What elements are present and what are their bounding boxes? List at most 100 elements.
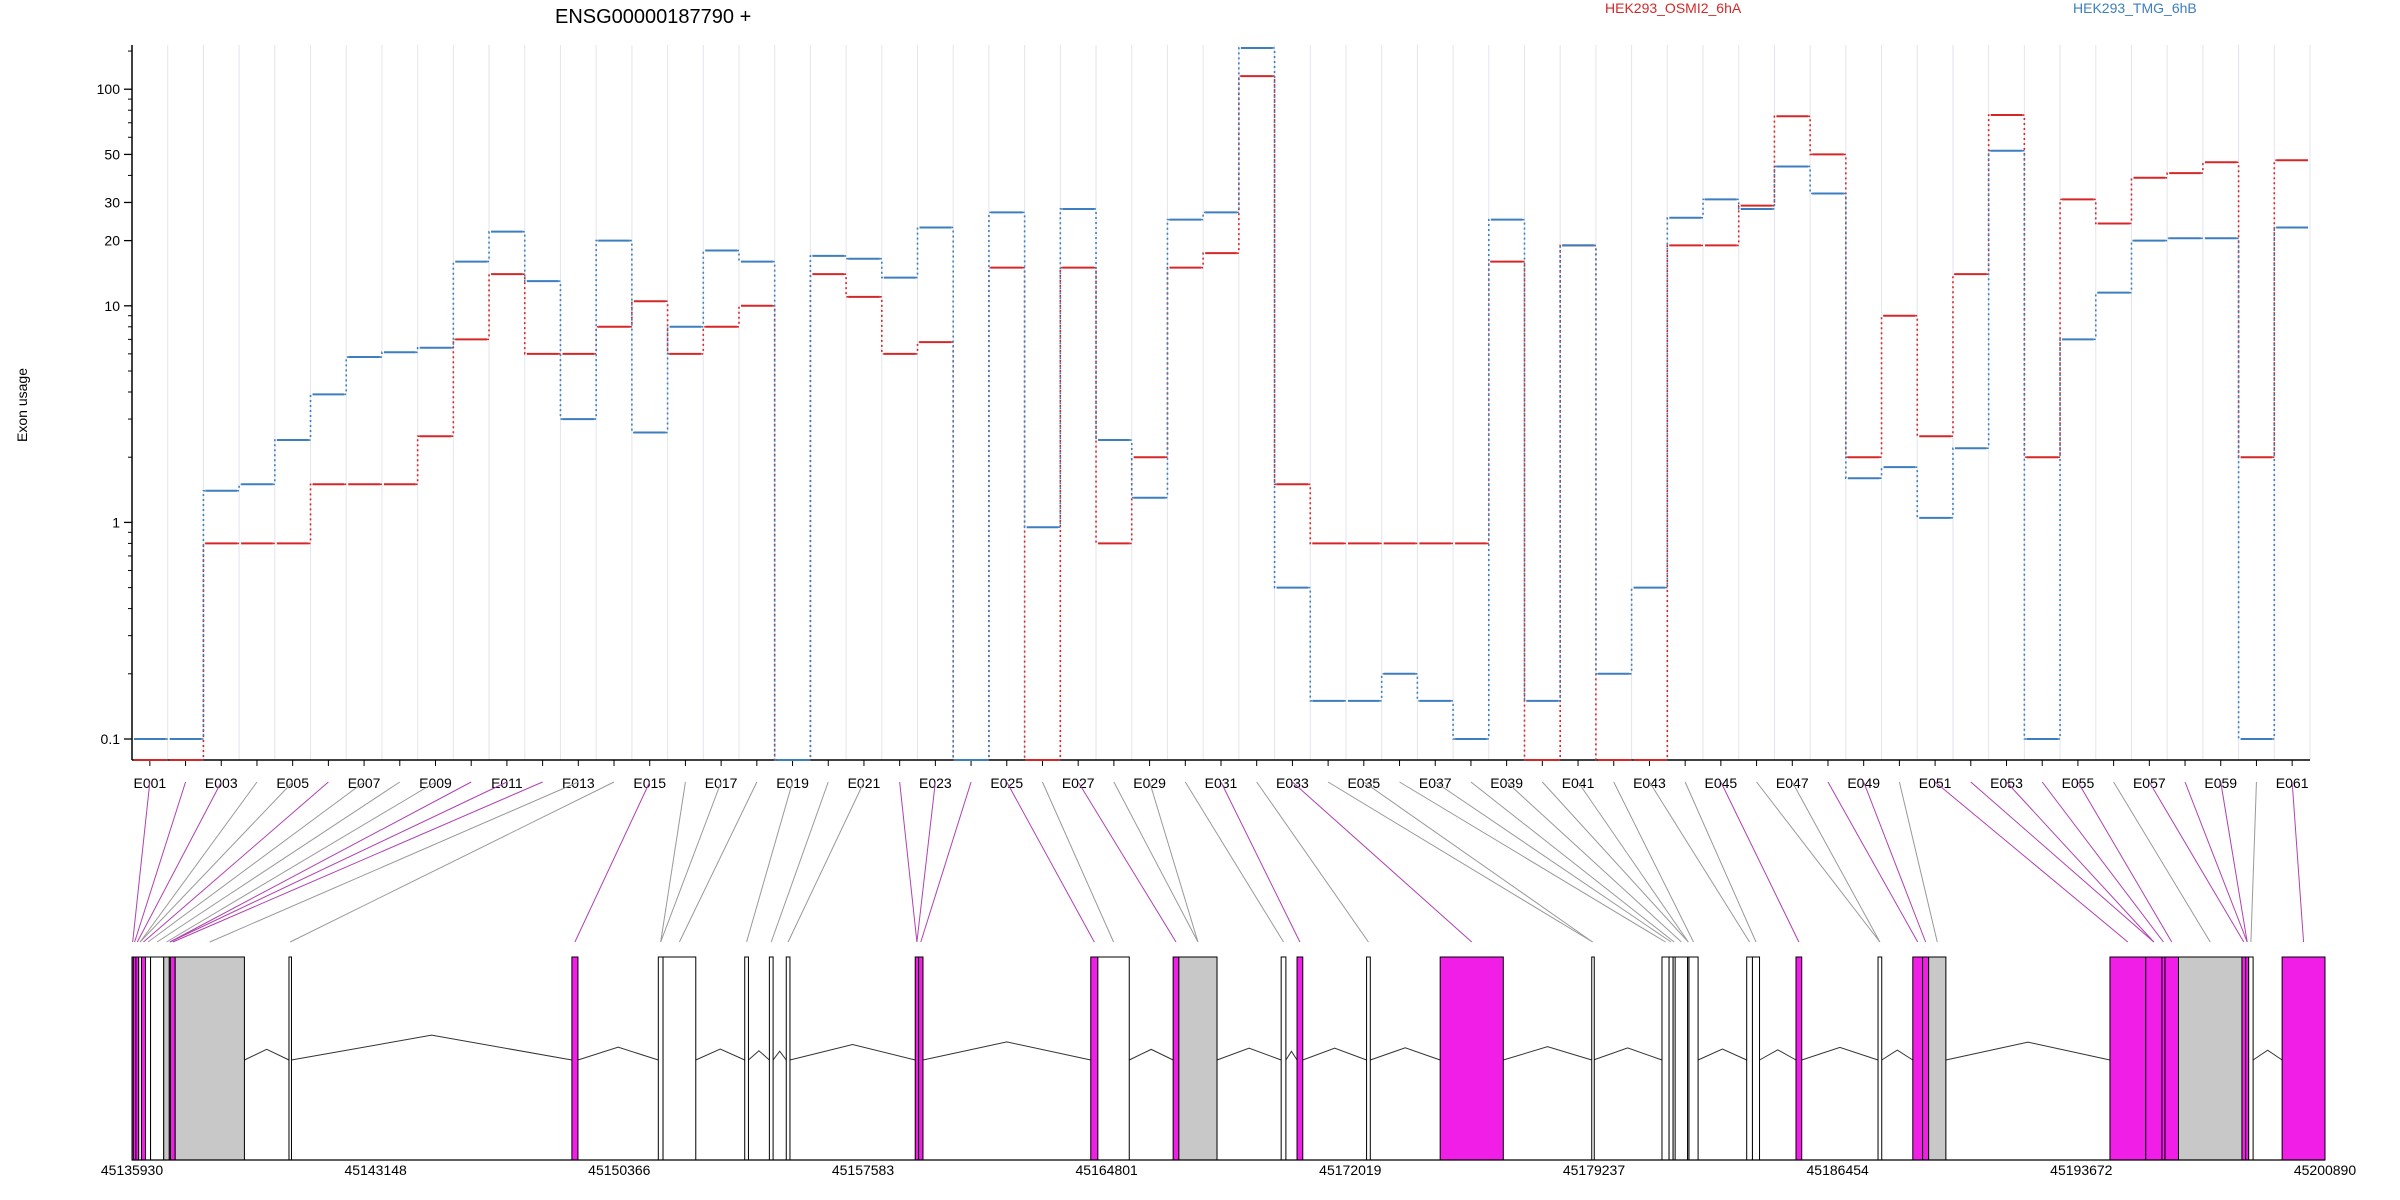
series-connector: [272, 439, 277, 486]
exon-box: [174, 956, 245, 1161]
exon-connector: [1649, 781, 1750, 943]
series-connector: [2272, 226, 2277, 740]
x-tick-label: E039: [1490, 775, 1523, 791]
intron-line: [1881, 1049, 1914, 1061]
series-connector: [1736, 198, 1741, 210]
exon-connector: [1006, 781, 1095, 943]
series-connector: [2022, 149, 2027, 740]
intron-line: [1129, 1048, 1174, 1061]
x-tick-label: E005: [276, 775, 309, 791]
exon-connector: [1470, 781, 1675, 943]
series-connector: [1665, 244, 1670, 761]
exon-box: [1090, 956, 1099, 1161]
intron-line: [1285, 1050, 1298, 1061]
series-connector: [1094, 208, 1099, 441]
series-connector: [879, 257, 884, 279]
series-connector: [1843, 192, 1848, 479]
y-tick-label: 0.1: [101, 731, 121, 747]
exon-connector: [1756, 781, 1881, 943]
exon-connector: [147, 781, 365, 943]
exon-connector: [143, 781, 329, 943]
exon-box: [2109, 956, 2147, 1161]
exon-connector: [1541, 781, 1689, 943]
series-connector: [1522, 218, 1527, 702]
exon-box: [914, 956, 920, 1161]
x-tick-label: E011: [491, 775, 523, 791]
exon-connector: [132, 781, 151, 943]
exon-connector: [1791, 781, 1881, 943]
exon-connector: [2250, 781, 2257, 943]
exon-connector: [920, 781, 972, 943]
series-connector: [415, 435, 420, 486]
exon-connector: [1077, 781, 1177, 943]
exon-connector: [574, 781, 651, 943]
exon-connector: [660, 781, 722, 943]
exon-box: [1366, 956, 1371, 1161]
chart-title: ENSG00000187790 +: [555, 6, 751, 28]
genomic-tick-label: 45186454: [1807, 1162, 1870, 1178]
exon-connector: [2184, 781, 2248, 943]
series-connector: [2022, 114, 2027, 459]
series-connector: [1058, 208, 1063, 529]
genomic-tick-label: 45143148: [345, 1162, 408, 1178]
exon-box: [140, 956, 147, 1161]
series-connector: [2200, 161, 2205, 174]
series-connector: [1165, 266, 1170, 459]
series-connector: [1558, 244, 1563, 761]
series-connector: [1201, 211, 1206, 221]
exon-connector: [1577, 781, 1689, 943]
series-connector: [379, 351, 384, 358]
x-tick-label: E013: [562, 775, 595, 791]
series-connector: [2272, 159, 2277, 459]
exon-box: [2248, 956, 2254, 1161]
exon-connector: [1506, 781, 1682, 943]
exon-box: [1668, 956, 1674, 1161]
series-connector: [986, 211, 991, 761]
x-tick-label: E035: [1347, 775, 1380, 791]
exon-box: [785, 956, 791, 1161]
series-connector: [629, 239, 634, 434]
exon-box: [1912, 956, 1924, 1161]
exon-box: [150, 956, 165, 1161]
intron-line: [748, 1050, 770, 1061]
exon-box: [1439, 956, 1504, 1161]
exon-connector: [1613, 781, 1694, 943]
exon-connector: [1113, 781, 1199, 943]
intron-line: [1216, 1047, 1282, 1061]
series-connector: [201, 489, 206, 740]
exon-connector: [172, 781, 543, 943]
series-connector: [808, 255, 813, 761]
series-connector: [1915, 314, 1920, 438]
series-connector: [487, 230, 492, 263]
exon-box: [288, 956, 292, 1161]
exon-connector-lines: [132, 781, 2305, 943]
series-connector: [1379, 673, 1384, 702]
series-connector: [736, 305, 741, 328]
y-tick-label: 100: [97, 81, 121, 97]
exon-box: [744, 956, 749, 1161]
exon-connector: [2113, 781, 2211, 943]
series-connector: [1629, 586, 1634, 675]
exon-box: [657, 956, 664, 1161]
exon-connector: [209, 781, 579, 943]
intron-line: [1370, 1047, 1441, 1061]
genomic-coordinate-axis: 45135930 45143148 45150366 45157583 45164801…: [101, 1159, 2356, 1178]
series-connector: [451, 338, 456, 438]
series-connector: [1165, 218, 1170, 499]
series-connector: [344, 356, 349, 396]
genomic-tick-label: 45150366: [588, 1162, 651, 1178]
series-connector: [594, 239, 599, 420]
exon-box: [1296, 956, 1304, 1161]
genomic-tick-label: 45164801: [1076, 1162, 1139, 1178]
series-connector: [915, 226, 920, 279]
series-connector: [1558, 244, 1563, 702]
exon-box: [768, 956, 774, 1161]
series-connector: [1022, 266, 1027, 761]
x-tick-label: E007: [348, 775, 381, 791]
series-connector: [1272, 75, 1277, 486]
series-connector: [1415, 673, 1420, 702]
exon-connector: [1399, 781, 1666, 943]
series-connector: [558, 280, 563, 420]
series-connector: [1094, 266, 1099, 545]
exon-box: [2145, 956, 2163, 1161]
